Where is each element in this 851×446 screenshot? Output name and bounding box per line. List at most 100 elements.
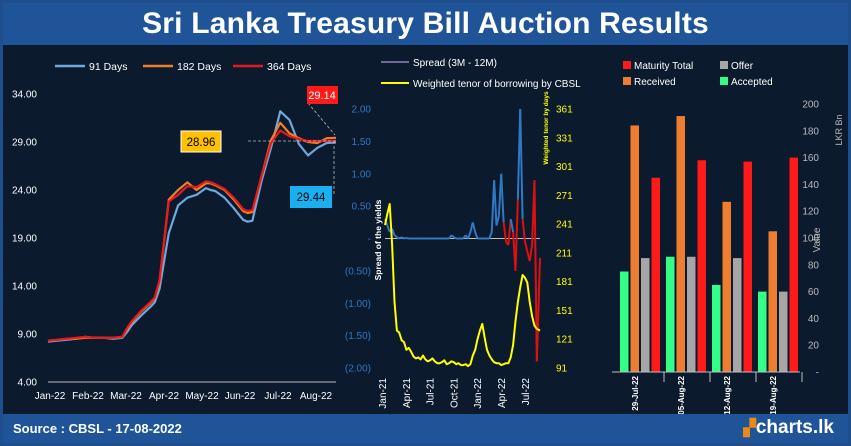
spread-segment [533,180,538,362]
chart2-left-tick: (0.50) [345,266,371,277]
spread-segment [391,228,396,236]
chart3-y-tick: 40 [808,314,820,325]
bar-accepted [758,291,767,372]
callout-29-44 [290,186,332,208]
chart3-y-tick: 140 [802,180,819,191]
chart3-value-label: Value [812,227,823,252]
chart1-x-tick: Jun-22 [225,391,256,402]
chart3-x-label: 19-Aug-22 [769,375,778,414]
chart3-x-label: 05-Aug-22 [677,375,686,414]
bar-offer [779,291,788,372]
chart2-right-tick: 91 [556,364,568,375]
chart2-x-tick: Apr-22 [497,378,508,408]
chart-auction-bars: Maturity Total Offer Received Accepted -… [612,61,844,415]
spread-segment [453,236,457,240]
callout-29-44-text: 29.44 [297,192,326,204]
chart3-x-label: 12-Aug-22 [723,375,732,414]
spread-segment [509,218,515,233]
spread-segment [507,218,512,246]
spread-segment [396,236,400,240]
chart3-y-tick: 20 [808,341,820,352]
chart2-left-tick: - [368,234,371,245]
bar-accepted [620,271,629,372]
bar-accepted [712,284,721,372]
chart2-x-tick: Oct-21 [449,378,460,408]
chart3-y-tick: 120 [802,207,819,218]
chart1-x-tick: Mar-22 [110,391,142,402]
ann-top-leader [307,102,336,136]
brand-logo[interactable]: ▞charts.lk [744,417,834,439]
chart3-y-tick: 200 [802,100,819,111]
bar-accepted [666,256,675,372]
chart2-right-tick: 331 [556,133,573,144]
chart2-series [384,108,541,368]
spread-segment [488,231,493,239]
footer: Source : CBSL - 17-08-2022 ▞charts.lk [3,414,848,443]
callout-28-96 [180,130,222,153]
chart2-x-axis: Jan-21 Apr-21 Jul-21 Oct-21 Jan-22 Apr-22 Jul-… [378,378,532,409]
source-text: Source : CBSL - 17-08-2022 [13,421,182,436]
chart3-x-label: 29-Jul-22 [631,375,640,410]
page-title: Sri Lanka Treasury Bill Auction Results [3,3,848,45]
spread-segment [401,236,405,240]
legend-offer-swatch [720,61,728,69]
legend-offer-label: Offer [731,61,754,72]
chart2-x-tick: Apr-21 [402,378,413,408]
chart1-legend: 91 Days 182 Days 364 Days [55,61,311,73]
callout-29-14-text: 29.14 [308,90,336,102]
chart2-right-tick: 271 [556,191,573,202]
chart1-x-tick: Aug-22 [300,391,333,402]
legend-182-label: 182 Days [177,61,221,73]
chart3-y-tick: 100 [802,234,819,245]
chart1-series [47,110,337,343]
chart3-bars [620,116,798,372]
spread-segment [524,241,529,252]
chart3-y-tick: 160 [802,153,819,164]
spread-segment [514,199,519,271]
legend-spread-label: Spread (3M - 12M) [413,58,497,69]
spread-segment [398,236,403,240]
legend-accepted-label: Accepted [731,77,773,88]
chart2-ylabel-right: Weighted tenor by days [543,91,550,165]
callout-29-14 [307,86,338,104]
series-line-weighted-tenor [384,203,541,368]
chart2-left-tick: (1.00) [345,299,371,310]
bar-maturity-total [789,157,798,372]
spread-segment [406,236,409,240]
chart2-legend: Spread (3M - 12M) Weighted tenor of borr… [381,58,581,90]
chart2-x-tick: Jul-21 [426,378,437,406]
chart1-annotations: 28.96 29.44 29.14 [180,86,338,208]
chart2-right-tick: 121 [556,335,573,346]
series-line-364-days [47,129,337,342]
spread-segment [493,180,498,226]
chart3-legend: Maturity Total Offer Received Accepted [623,61,773,88]
spread-segment [519,108,524,220]
chart2-right-axis: 361 331 301 271 241 211 181 151 121 91 [556,105,573,375]
chart1-y-tick: 34.00 [12,90,37,101]
legend-364-label: 364 Days [267,61,311,73]
chart2-left-tick: 1.00 [352,169,372,180]
chart1-y-tick: 4.00 [18,378,38,389]
panel-1-bg [3,45,348,414]
chart1-y-tick: 24.00 [12,186,37,197]
chart2-ylabel: Spread of the yields [373,199,383,280]
chart1-x-tick: Apr-22 [149,391,179,402]
chart2-x-tick: Jan-22 [473,378,484,409]
legend-received-label: Received [634,77,676,88]
chart3-y-tick: 60 [808,287,820,298]
legend-accepted-swatch [720,77,728,85]
spread-segment [502,222,507,242]
chart3-x-axis: 29-Jul-22 05-Aug-22 12-Aug-22 19-Aug-22 [612,371,803,415]
spread-segment [450,234,455,238]
spread-segment [474,231,479,239]
chart1-y-tick: 9.00 [18,330,38,341]
chart2-right-tick: 151 [556,306,573,317]
spread-segment [535,257,541,362]
callout-28-96-text: 28.96 [187,137,216,149]
spread-segment [521,218,526,242]
chart2-left-tick: 2.00 [352,105,372,116]
spread-segment [393,234,398,238]
spread-segment [495,215,500,226]
spread-segment [471,222,477,233]
bar-maturity-total [697,160,706,372]
